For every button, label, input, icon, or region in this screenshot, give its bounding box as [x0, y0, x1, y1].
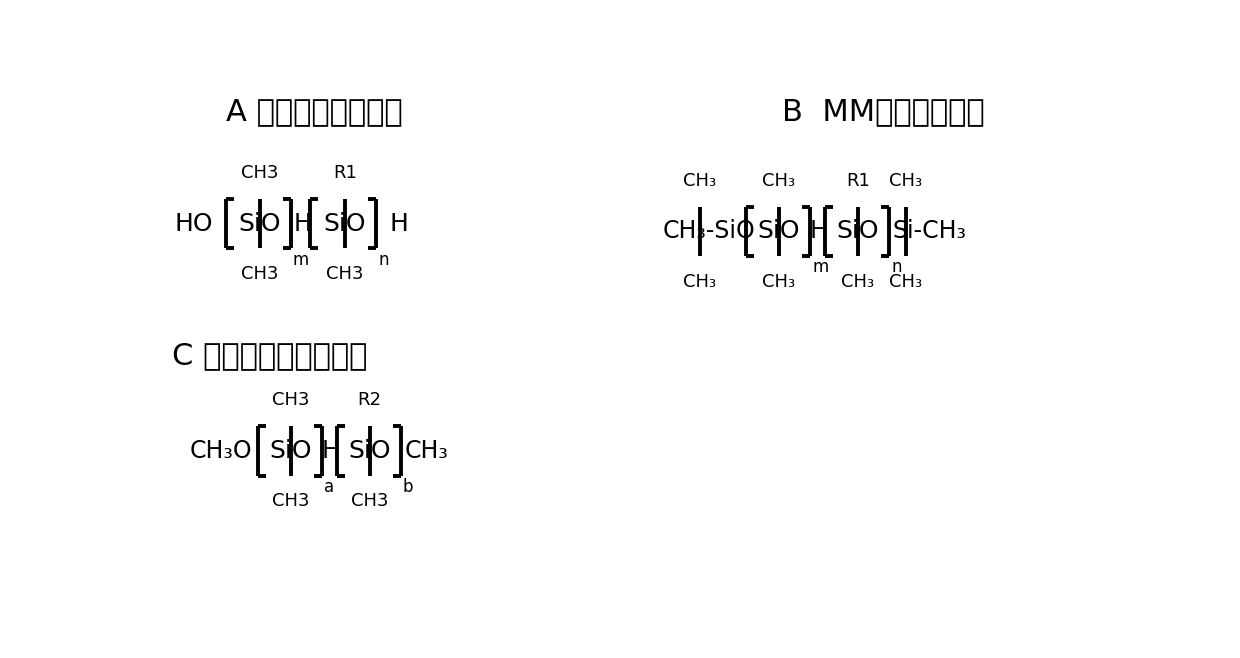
Text: SiO: SiO [238, 212, 281, 236]
Text: CH3: CH3 [241, 164, 278, 182]
Text: SiO: SiO [269, 439, 312, 463]
Text: CH₃: CH₃ [404, 439, 449, 463]
Text: SiO: SiO [324, 212, 366, 236]
Text: R1: R1 [846, 172, 870, 190]
Text: H: H [321, 439, 339, 463]
Text: H: H [294, 212, 311, 236]
Text: R1: R1 [332, 164, 357, 182]
Text: CH3: CH3 [351, 492, 388, 511]
Text: CH3: CH3 [272, 492, 309, 511]
Text: SiO: SiO [837, 219, 879, 243]
Text: n: n [378, 251, 388, 268]
Text: CH₃: CH₃ [763, 273, 795, 291]
Text: SiO: SiO [758, 219, 800, 243]
Text: CH3: CH3 [272, 392, 309, 409]
Text: m: m [812, 259, 828, 276]
Text: HO: HO [175, 212, 213, 236]
Text: CH₃: CH₃ [683, 273, 717, 291]
Text: H: H [810, 219, 827, 243]
Text: Si-CH₃: Si-CH₃ [893, 219, 967, 243]
Text: C 甲氧基封端胺基硅油: C 甲氧基封端胺基硅油 [172, 341, 367, 370]
Text: CH₃: CH₃ [683, 172, 717, 190]
Text: CH₃: CH₃ [889, 172, 923, 190]
Text: CH3: CH3 [241, 265, 278, 284]
Text: m: m [293, 251, 309, 268]
Text: CH3: CH3 [326, 265, 363, 284]
Text: CH₃: CH₃ [889, 273, 923, 291]
Text: R2: R2 [357, 392, 382, 409]
Text: SiO: SiO [348, 439, 391, 463]
Text: b: b [403, 478, 413, 496]
Text: CH₃: CH₃ [842, 273, 874, 291]
Text: A 羟基封端胺基硅油: A 羟基封端胺基硅油 [226, 97, 402, 126]
Text: CH₃: CH₃ [763, 172, 795, 190]
Text: n: n [892, 259, 901, 276]
Text: B  MM封端胺基硅油: B MM封端胺基硅油 [782, 97, 985, 126]
Text: CH₃O: CH₃O [190, 439, 253, 463]
Text: CH₃-SiO: CH₃-SiO [662, 219, 755, 243]
Text: H: H [389, 212, 408, 236]
Text: a: a [324, 478, 334, 496]
